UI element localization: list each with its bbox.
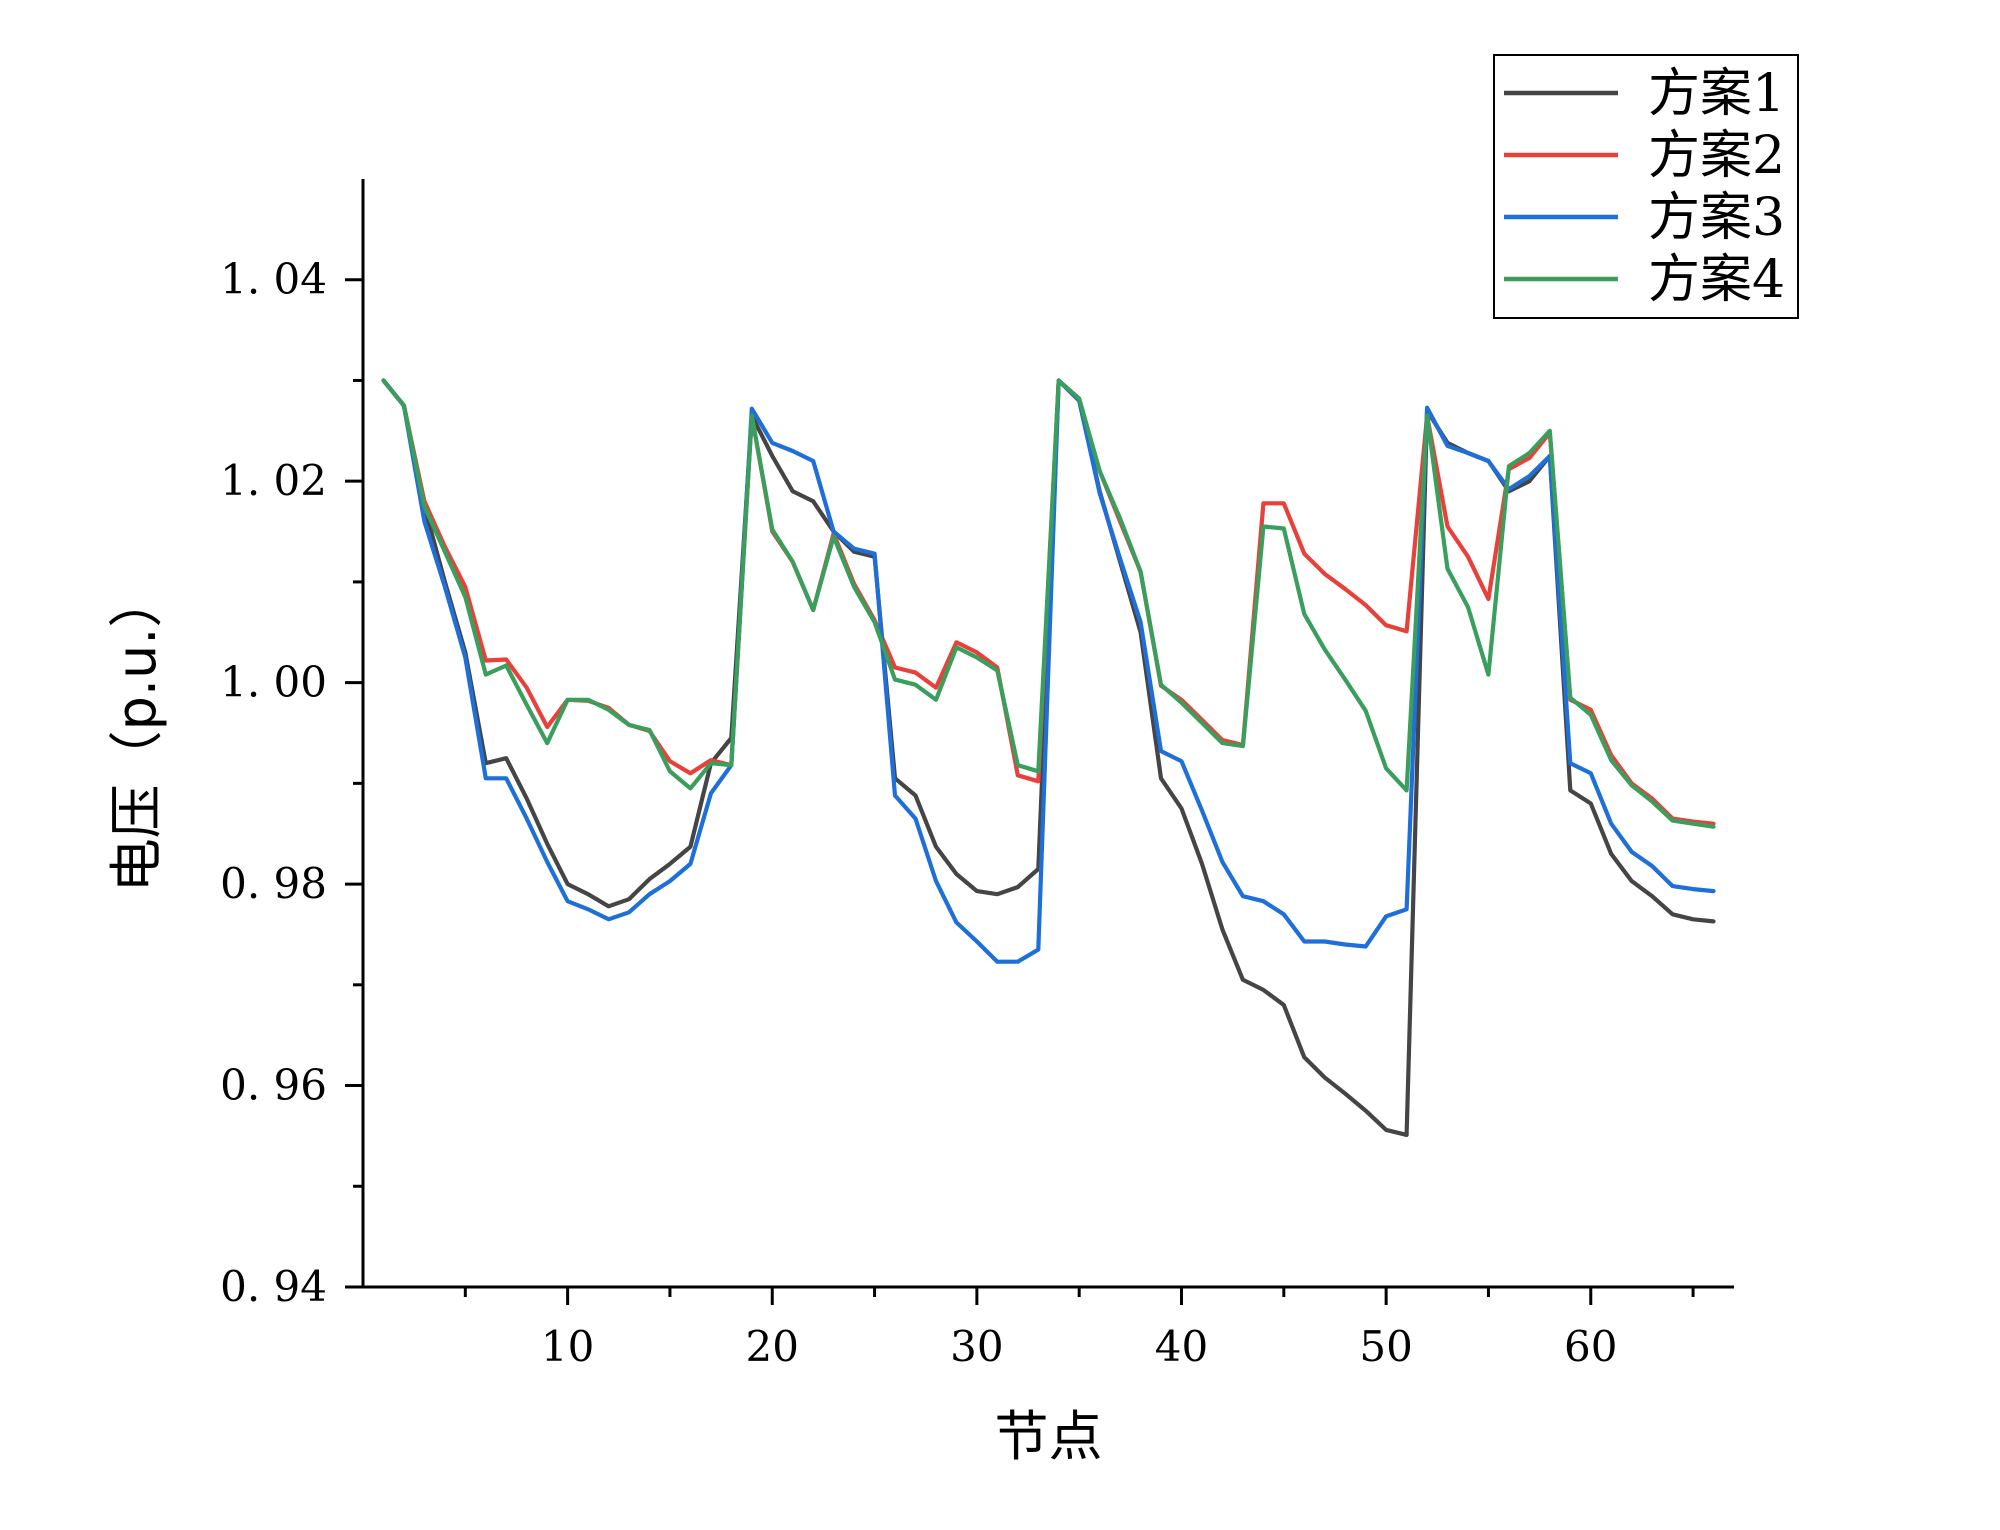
y-tick-label: 1. 04 — [220, 255, 327, 304]
y-tick-label: 0. 98 — [220, 859, 327, 908]
x-tick-label: 30 — [950, 1322, 1003, 1371]
x-tick-label: 10 — [541, 1322, 594, 1371]
x-tick-label: 20 — [746, 1322, 799, 1371]
legend-label-4: 方案4 — [1648, 250, 1785, 310]
y-tick-label: 1. 00 — [220, 658, 327, 707]
series-line-4 — [381, 378, 1716, 829]
x-tick-label: 60 — [1564, 1322, 1617, 1371]
series-line-3 — [381, 378, 1716, 964]
y-axis-title: 电压（p.u.） — [105, 574, 168, 893]
series-line-1 — [381, 378, 1716, 1138]
x-tick-label: 50 — [1359, 1322, 1412, 1371]
legend-label-1: 方案1 — [1648, 64, 1785, 124]
legend-label-3: 方案3 — [1648, 188, 1785, 248]
y-tick-label: 0. 96 — [220, 1061, 327, 1110]
y-tick-label: 1. 02 — [220, 456, 327, 505]
series-layer — [381, 378, 1716, 1138]
x-tick-label: 40 — [1155, 1322, 1208, 1371]
legend-box — [1493, 54, 1799, 319]
x-axis-title: 节点 — [995, 1405, 1103, 1468]
axes-layer: 0. 94 0. 96 0. 98 1. 00 1. 02 1. 04 10 20 30 40 50… — [220, 179, 1734, 1371]
y-tick-label: 0. 94 — [220, 1262, 327, 1311]
legend-label-2: 方案2 — [1648, 126, 1785, 186]
